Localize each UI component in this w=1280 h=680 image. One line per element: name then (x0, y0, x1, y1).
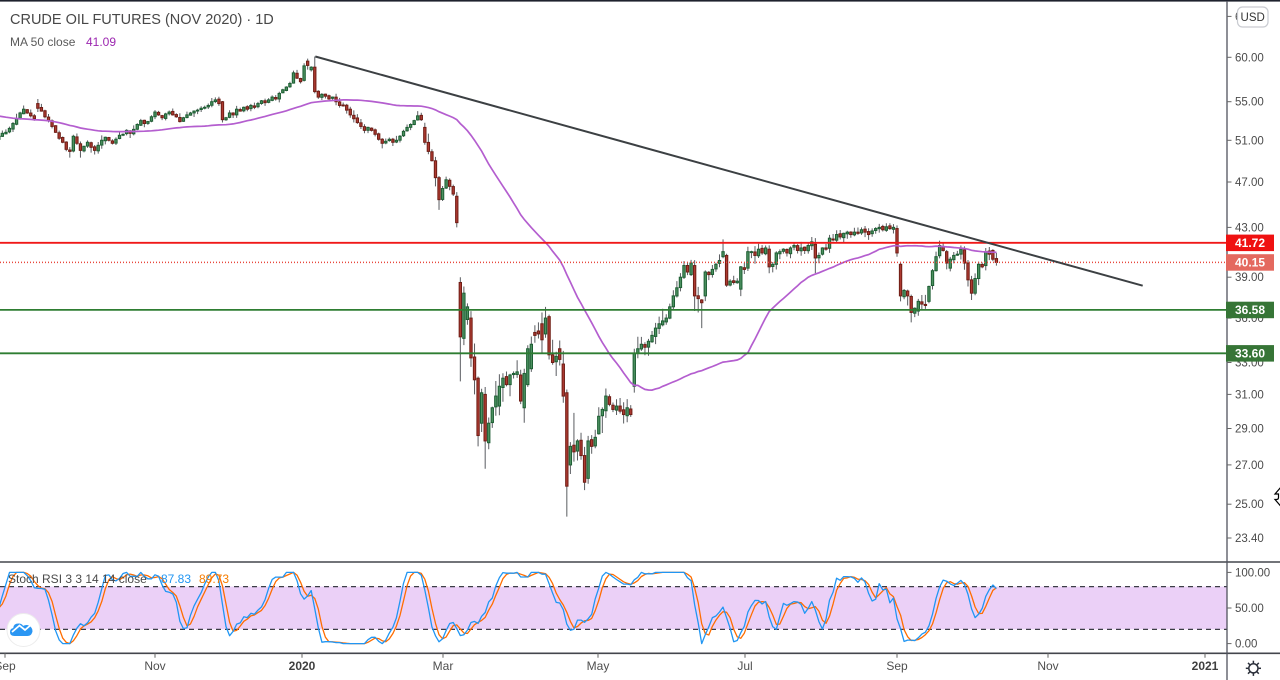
svg-text:Sep: Sep (0, 659, 16, 673)
svg-text:36.58: 36.58 (1235, 303, 1265, 317)
svg-text:39.00: 39.00 (1235, 272, 1264, 284)
svg-text:25.00: 25.00 (1235, 499, 1264, 511)
svg-text:2021: 2021 (1192, 659, 1219, 673)
svg-text:23.40: 23.40 (1235, 533, 1264, 545)
svg-text:40.15: 40.15 (1235, 256, 1265, 270)
svg-text:2020: 2020 (289, 659, 316, 673)
svg-text:51.00: 51.00 (1235, 135, 1264, 147)
svg-text:CRUDE OIL FUTURES (NOV 2020) ·: CRUDE OIL FUTURES (NOV 2020) · 1D (10, 12, 274, 28)
svg-text:Jul: Jul (737, 659, 752, 673)
svg-text:43.00: 43.00 (1235, 222, 1264, 234)
svg-text:89.73: 89.73 (199, 572, 229, 586)
svg-text:Nov: Nov (1037, 659, 1058, 673)
svg-text:100.00: 100.00 (1235, 567, 1270, 579)
svg-text:31.00: 31.00 (1235, 389, 1264, 401)
svg-text:0.00: 0.00 (1235, 639, 1257, 651)
svg-text:60.00: 60.00 (1235, 52, 1264, 64)
svg-text:41.72: 41.72 (1235, 236, 1265, 250)
svg-text:55.00: 55.00 (1235, 97, 1264, 109)
svg-text:47.00: 47.00 (1235, 177, 1264, 189)
svg-text:MA 50 close: MA 50 close (10, 35, 76, 49)
svg-text:41.09: 41.09 (86, 35, 116, 49)
svg-text:27.00: 27.00 (1235, 460, 1264, 472)
svg-text:Mar: Mar (433, 659, 454, 673)
svg-text:May: May (587, 659, 610, 673)
svg-text:Nov: Nov (144, 659, 165, 673)
svg-text:Stoch RSI 3 3 14 14 close: Stoch RSI 3 3 14 14 close (8, 572, 147, 586)
svg-text:USD: USD (1241, 12, 1265, 24)
svg-text:87.83: 87.83 (161, 572, 191, 586)
svg-text:29.00: 29.00 (1235, 424, 1264, 436)
svg-text:33.60: 33.60 (1235, 347, 1265, 361)
svg-text:Sep: Sep (886, 659, 908, 673)
svg-text:50.00: 50.00 (1235, 603, 1264, 615)
